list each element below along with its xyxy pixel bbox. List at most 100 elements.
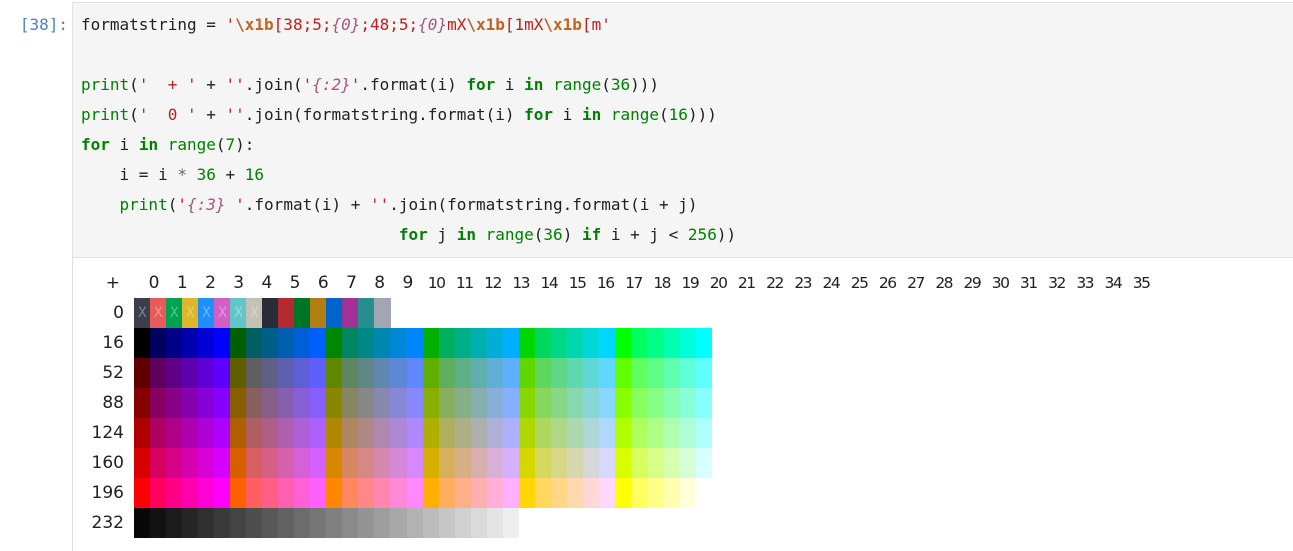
color-swatch (214, 328, 231, 358)
column-number: 10 (427, 274, 446, 292)
color-swatch (614, 418, 632, 448)
color-swatch (374, 478, 392, 508)
color-swatch (326, 328, 343, 358)
column-number: 14 (540, 274, 559, 292)
column-number: 0 (148, 273, 160, 293)
color-swatch (278, 448, 295, 478)
color-swatch (406, 388, 424, 418)
column-number: 17 (625, 274, 643, 292)
color-swatch (630, 388, 648, 418)
color-swatch (534, 328, 552, 358)
color-swatch (214, 508, 231, 538)
color-swatch (294, 358, 311, 388)
color-swatch (310, 388, 327, 418)
color-swatch (679, 418, 696, 448)
color-swatch (358, 448, 376, 478)
color-swatch (422, 508, 440, 538)
color-swatch (438, 508, 456, 538)
color-swatch (310, 298, 327, 328)
color-swatch (230, 478, 247, 508)
color-swatch (342, 418, 359, 448)
color-swatch (582, 448, 600, 478)
color-swatch (134, 418, 151, 448)
column-number: 35 (1132, 274, 1151, 292)
color-swatch (326, 418, 343, 448)
color-swatch (518, 388, 536, 418)
color-swatch (262, 478, 279, 508)
color-swatch (550, 448, 568, 478)
color-swatch (646, 448, 664, 478)
color-swatch (294, 328, 311, 358)
color-swatch (326, 358, 343, 388)
color-swatch (294, 448, 311, 478)
color-swatch (566, 358, 584, 388)
color-swatch (278, 388, 295, 418)
cell-output-area (72, 258, 1293, 551)
color-swatch (582, 358, 600, 388)
color-swatch (486, 508, 504, 538)
color-swatch (582, 418, 600, 448)
color-swatch (166, 478, 183, 508)
color-swatch: X (182, 298, 199, 328)
color-swatch (358, 328, 376, 358)
row-label: 0 (113, 303, 124, 323)
column-number: 13 (512, 274, 530, 292)
color-swatch (470, 418, 488, 448)
color-swatch (695, 358, 712, 388)
column-number: 23 (794, 274, 812, 292)
color-swatch (198, 418, 215, 448)
color-swatch (390, 448, 408, 478)
color-swatch (598, 448, 616, 478)
color-swatch (454, 478, 472, 508)
color-swatch (566, 418, 584, 448)
column-number: 26 (878, 274, 897, 292)
color-swatch (614, 328, 632, 358)
code-input-area[interactable] (72, 2, 1293, 258)
color-swatch (486, 388, 504, 418)
color-swatch (150, 328, 167, 358)
color-swatch (646, 478, 664, 508)
column-number: 19 (681, 274, 700, 292)
color-swatch (342, 478, 359, 508)
color-swatch (374, 298, 392, 328)
color-swatch (230, 358, 247, 388)
color-swatch (150, 358, 167, 388)
color-swatch (342, 388, 359, 418)
color-swatch (614, 448, 632, 478)
color-swatch (470, 388, 488, 418)
color-swatch (454, 328, 472, 358)
color-swatch (662, 448, 680, 478)
color-swatch (646, 388, 664, 418)
color-swatch (246, 418, 263, 448)
color-swatch (390, 328, 408, 358)
color-swatch (534, 418, 552, 448)
code-editor[interactable]: formatstring = '\x1b[38;5;{0};48;5;{0}mX… (81, 10, 736, 250)
color-swatch (502, 358, 520, 388)
color-swatch (342, 358, 359, 388)
row-label: 16 (102, 333, 124, 353)
color-swatch (470, 508, 488, 538)
color-swatch (486, 328, 504, 358)
color-swatch (598, 328, 616, 358)
color-swatch (182, 478, 199, 508)
color-swatch (230, 508, 247, 538)
color-swatch (406, 328, 424, 358)
color-swatch (246, 478, 263, 508)
column-number: 27 (907, 274, 925, 292)
color-swatch (662, 328, 680, 358)
color-swatch (422, 358, 440, 388)
color-swatch (230, 328, 247, 358)
color-swatch (342, 508, 359, 538)
color-swatch (262, 388, 279, 418)
color-swatch (502, 478, 520, 508)
color-swatch (150, 508, 167, 538)
color-swatch (326, 478, 343, 508)
color-swatch (374, 358, 392, 388)
code-line-8: for j in range(36) if i + j < 256)) (398, 225, 737, 244)
row-label: 160 (91, 453, 124, 473)
color-swatch (134, 448, 151, 478)
color-swatch (582, 328, 600, 358)
column-number: 25 (850, 274, 869, 292)
column-number: 15 (568, 274, 587, 292)
